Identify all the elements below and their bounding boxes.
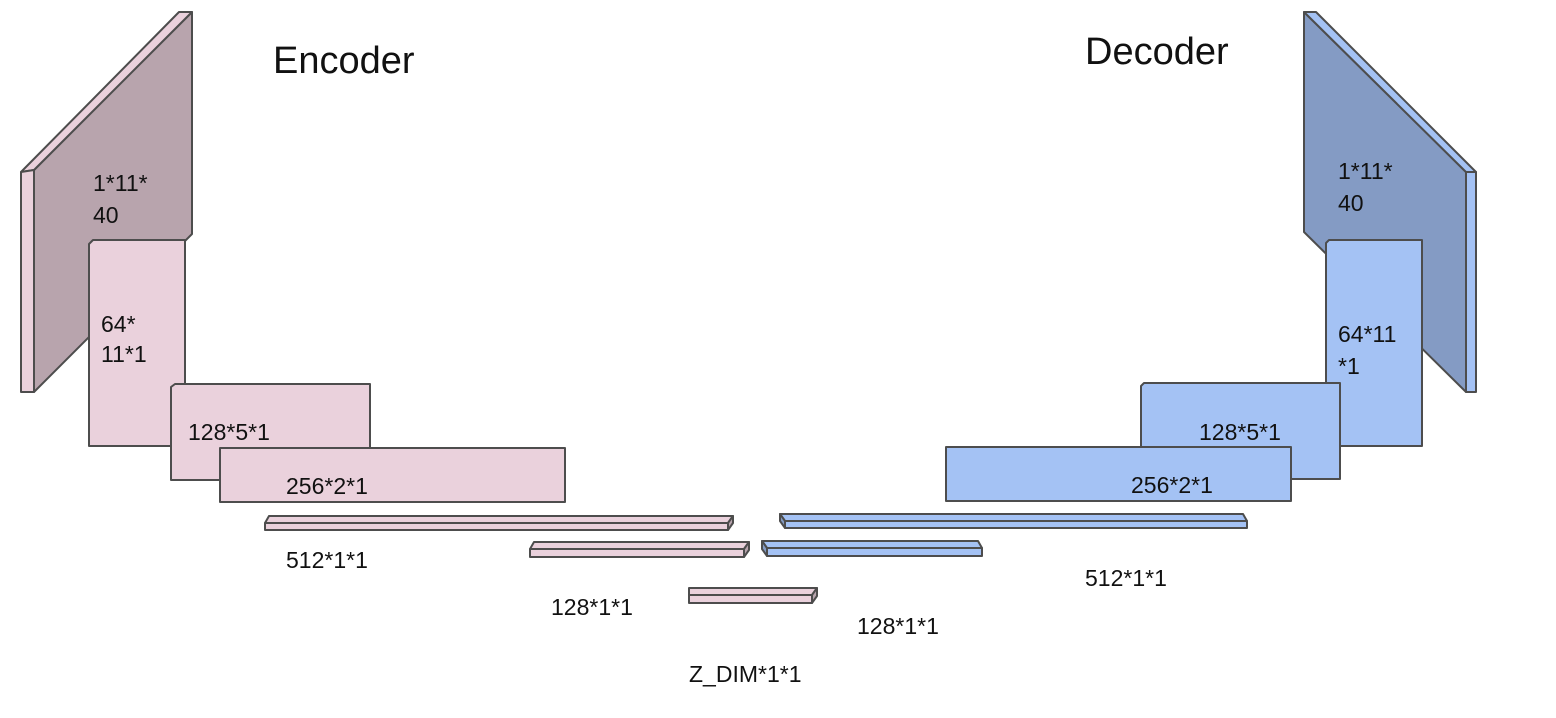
decoder-fc1-label: 512*1*1 (1085, 565, 1167, 591)
encoder-input-label-line2: 40 (93, 202, 119, 228)
encoder-fc2-label: 128*1*1 (551, 594, 633, 620)
latent-bar (688, 587, 818, 604)
encoder-conv3-label: 256*2*1 (286, 473, 368, 499)
encoder-fc2-bar (529, 541, 750, 558)
decoder-output-label-line2: 40 (1338, 190, 1364, 216)
encoder-fc1-label: 512*1*1 (286, 547, 368, 573)
encoder-conv3-block (219, 447, 566, 503)
encoder-input-label-line1: 1*11* (93, 170, 148, 196)
decoder-title: Decoder (1085, 31, 1229, 73)
decoder-conv3-block (945, 446, 1292, 502)
decoder-output-label-line1: 1*11* (1338, 158, 1393, 184)
encoder-fc1-bar (264, 515, 734, 531)
decoder-fc2-bar (761, 540, 983, 557)
encoder-conv1-label-line1: 64* (101, 311, 136, 337)
decoder-output-slab (1303, 11, 1477, 393)
encoder-title: Encoder (273, 40, 415, 82)
latent-label: Z_DIM*1*1 (689, 661, 801, 687)
encoder-conv2-label: 128*5*1 (188, 419, 270, 445)
decoder-fc2-label: 128*1*1 (857, 613, 939, 639)
decoder-conv1-label-line1: 64*11 (1338, 321, 1396, 347)
decoder-conv3-label: 256*2*1 (1131, 472, 1213, 498)
decoder-fc1-bar (779, 513, 1248, 529)
decoder-conv1-label-line2: *1 (1338, 353, 1360, 379)
encoder-input-slab (20, 11, 193, 393)
decoder-conv2-label: 128*5*1 (1199, 419, 1281, 445)
encoder-conv1-label-line2: 11*1 (101, 341, 147, 367)
